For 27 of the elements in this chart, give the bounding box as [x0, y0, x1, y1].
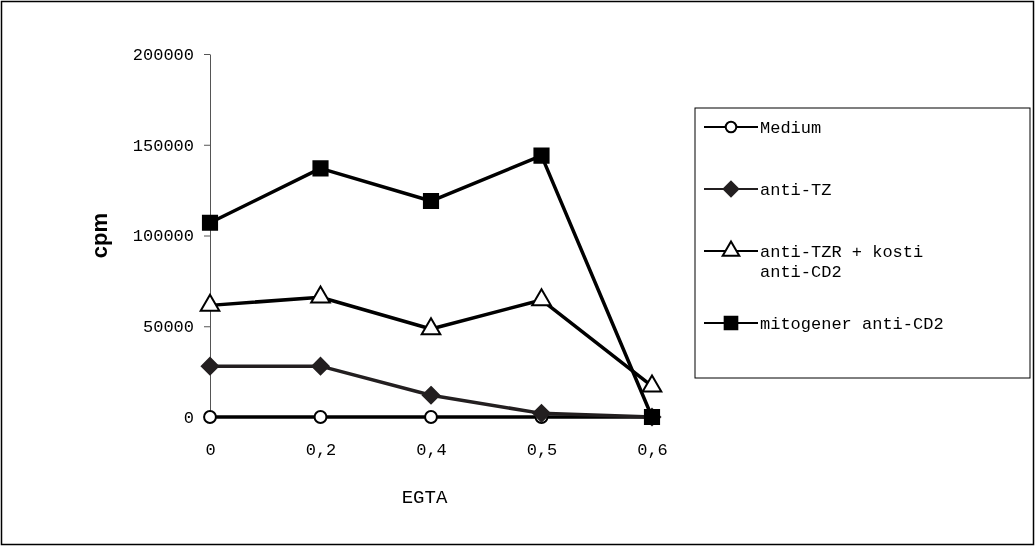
x-tick-label: 0	[205, 441, 216, 461]
point	[533, 147, 550, 164]
legend-label: mitogener anti-CD2	[760, 315, 944, 334]
x-tick-label: 0,4	[416, 441, 447, 461]
y-tick-label: 50000	[142, 318, 194, 338]
x-tick-label: 0,6	[637, 441, 668, 461]
legend-label: anti-TZR + kosti anti-CD2	[760, 243, 924, 282]
point	[424, 410, 438, 424]
point	[200, 357, 220, 376]
legend-label: anti-TZ	[760, 181, 832, 200]
point	[312, 160, 329, 177]
y-tick-label: 100000	[132, 227, 194, 247]
point	[532, 404, 551, 423]
y-tick-label: 200000	[132, 45, 194, 65]
x-tick-label: 0,5	[526, 441, 558, 461]
point	[422, 192, 440, 210]
point	[203, 410, 217, 424]
point	[201, 214, 219, 231]
x-tick-label: 0,2	[305, 441, 337, 461]
y-tick-label: 0	[183, 408, 194, 428]
x-axis-title: EGTA	[401, 487, 448, 509]
point	[311, 357, 330, 376]
y-axis-title: cpm	[87, 212, 112, 259]
legend-label: Medium	[760, 119, 822, 138]
point	[421, 386, 441, 405]
y-tick-label: 150000	[132, 136, 194, 156]
point	[313, 410, 328, 424]
